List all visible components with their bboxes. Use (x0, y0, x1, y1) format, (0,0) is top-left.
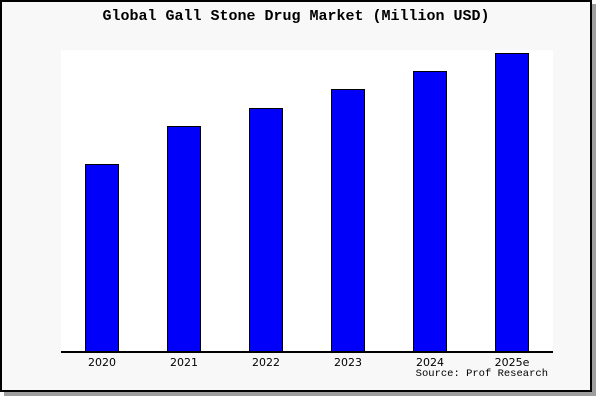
x-tick-label-2022: 2022 (252, 356, 280, 369)
bar-2025e (495, 53, 529, 351)
bar-2022 (249, 108, 283, 351)
chart-title: Global Gall Stone Drug Market (Million U… (102, 8, 490, 25)
bar-2021 (167, 126, 201, 351)
bar-2024 (413, 71, 447, 351)
plot-area (61, 50, 553, 353)
x-tick-label-2021: 2021 (170, 356, 198, 369)
bar-2020 (85, 164, 119, 351)
chart-frame: Global Gall Stone Drug Market (Million U… (0, 0, 592, 392)
x-tick-label-2020: 2020 (88, 356, 116, 369)
x-tick-label-2023: 2023 (334, 356, 362, 369)
x-tick-label-2025e: 2025e (494, 356, 530, 369)
bar-2023 (331, 89, 365, 351)
source-note: Source: Prof Research (415, 368, 548, 380)
x-tick-label-2024: 2024 (416, 356, 444, 369)
